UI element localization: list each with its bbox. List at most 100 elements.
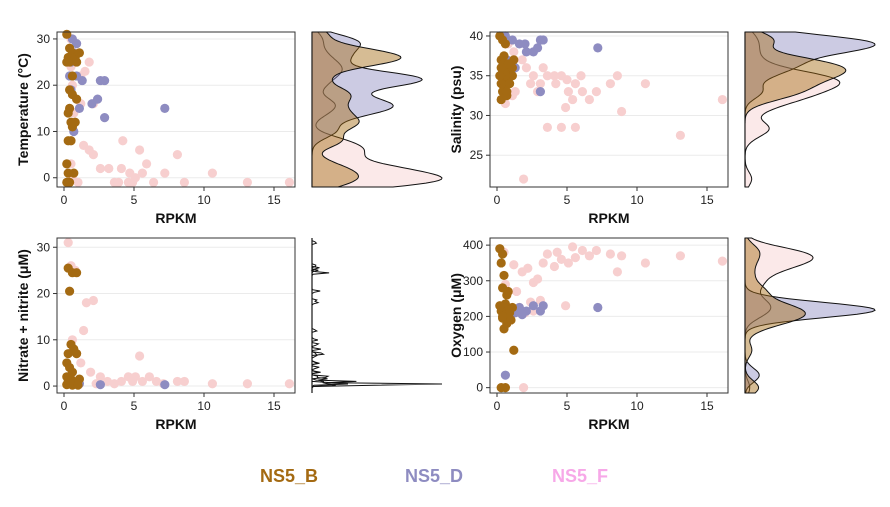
point-ns5_b xyxy=(66,136,76,146)
point-ns5_b xyxy=(65,377,75,387)
legend-item-ns5_b: NS5_B xyxy=(260,466,318,486)
point-ns5_f xyxy=(563,258,574,268)
x-tick-label: 5 xyxy=(564,399,571,413)
temperature-density xyxy=(311,31,443,188)
point-ns5_f xyxy=(242,379,252,389)
point-ns5_f xyxy=(81,298,91,308)
point-ns5_f xyxy=(128,376,138,387)
nitrate-panel: 0 5 10 15 0 10 20 30 RPKM Nitrate + nitrite (μM) xyxy=(15,237,296,432)
point-ns5_d xyxy=(95,380,105,390)
point-ns5_f xyxy=(509,47,519,57)
point-ns5_b xyxy=(65,286,75,296)
point-ns5_b xyxy=(506,315,516,325)
point-ns5_b xyxy=(73,380,83,390)
point-ns5_b xyxy=(498,311,508,321)
point-ns5_f xyxy=(109,379,119,389)
point-ns5_f xyxy=(552,247,562,257)
point-ns5_b xyxy=(496,258,506,268)
point-ns5_f xyxy=(142,159,152,169)
point-ns5_f xyxy=(526,79,536,89)
point-ns5_f xyxy=(519,174,529,184)
point-ns5_f xyxy=(63,238,73,248)
point-ns5_f xyxy=(114,177,124,187)
point-ns5_f xyxy=(576,71,586,81)
point-ns5_b xyxy=(507,71,517,81)
point-ns5_d xyxy=(87,99,97,109)
y-tick-label: 30 xyxy=(37,32,51,46)
point-ns5_f xyxy=(561,301,571,311)
point-ns5_f xyxy=(617,106,627,117)
x-tick-label: 0 xyxy=(61,399,68,413)
point-ns5_b xyxy=(499,270,509,281)
point-ns5_f xyxy=(116,376,126,387)
x-tick-label: 15 xyxy=(267,399,281,413)
x-tick-label: 10 xyxy=(630,193,644,207)
temperature-panel: 0 5 10 15 0 10 20 30 RPKM Temperature (°C) xyxy=(15,29,296,226)
point-ns5_f xyxy=(523,263,533,273)
point-ns5_f xyxy=(570,252,581,263)
point-ns5_f xyxy=(284,379,294,389)
point-ns5_b xyxy=(499,324,509,334)
x-axis-label: RPKM xyxy=(588,416,629,432)
legend-item-ns5_d: NS5_D xyxy=(405,466,463,486)
x-tick-label: 15 xyxy=(267,193,281,207)
point-ns5_f xyxy=(172,376,182,387)
point-ns5_f xyxy=(207,168,217,178)
point-ns5_d xyxy=(100,112,110,123)
point-ns5_f xyxy=(102,376,112,387)
point-ns5_f xyxy=(144,372,154,382)
point-ns5_f xyxy=(568,242,578,252)
point-ns5_f xyxy=(717,94,728,105)
point-ns5_f xyxy=(137,376,147,387)
legend: NS5_B NS5_D NS5_F xyxy=(260,466,608,486)
x-tick-label: 0 xyxy=(494,193,501,207)
point-ns5_f xyxy=(519,383,529,393)
point-ns5_d xyxy=(520,39,530,49)
point-ns5_f xyxy=(76,358,86,368)
point-ns5_f xyxy=(179,177,189,187)
point-ns5_f xyxy=(517,55,527,65)
point-ns5_f xyxy=(521,63,532,73)
point-ns5_b xyxy=(72,268,82,278)
y-tick-label: 25 xyxy=(470,148,484,162)
x-tick-label: 0 xyxy=(494,399,501,413)
y-axis-label: Oxygen (μM) xyxy=(448,273,464,358)
y-tick-label: 200 xyxy=(463,309,483,323)
point-ns5_f xyxy=(528,71,539,81)
point-ns5_d xyxy=(528,301,539,311)
point-ns5_f xyxy=(207,379,217,389)
point-ns5_f xyxy=(149,177,159,187)
point-ns5_f xyxy=(179,376,189,387)
point-ns5_f xyxy=(562,75,572,85)
point-ns5_f xyxy=(584,94,595,105)
x-axis-label: RPKM xyxy=(588,210,629,226)
oxygen-density xyxy=(744,237,876,394)
point-ns5_f xyxy=(104,163,114,174)
point-ns5_f xyxy=(95,372,105,382)
point-ns5_f xyxy=(242,177,252,187)
point-ns5_b xyxy=(502,87,512,97)
x-tick-label: 5 xyxy=(564,193,571,207)
density-ns5_f xyxy=(311,31,443,188)
point-ns5_f xyxy=(135,351,145,361)
point-ns5_d xyxy=(535,87,546,97)
y-tick-label: 0 xyxy=(43,171,50,185)
point-ns5_f xyxy=(591,87,602,97)
point-ns5_b xyxy=(495,301,505,311)
x-tick-label: 5 xyxy=(131,399,138,413)
point-ns5_f xyxy=(160,168,170,178)
density-ns5_b xyxy=(744,31,847,187)
point-ns5_f xyxy=(612,267,623,277)
y-tick-label: 10 xyxy=(37,333,51,347)
point-ns5_b xyxy=(502,290,512,300)
density-ns5_b xyxy=(310,238,336,393)
point-ns5_f xyxy=(640,79,651,89)
point-ns5_b xyxy=(62,177,72,187)
y-axis-label: Salinity (psu) xyxy=(448,66,464,154)
y-tick-label: 400 xyxy=(463,238,483,252)
x-axis-label: RPKM xyxy=(155,210,196,226)
point-ns5_d xyxy=(74,103,84,113)
y-tick-label: 0 xyxy=(43,379,50,393)
point-ns5_d xyxy=(100,75,110,86)
point-ns5_f xyxy=(542,71,553,81)
